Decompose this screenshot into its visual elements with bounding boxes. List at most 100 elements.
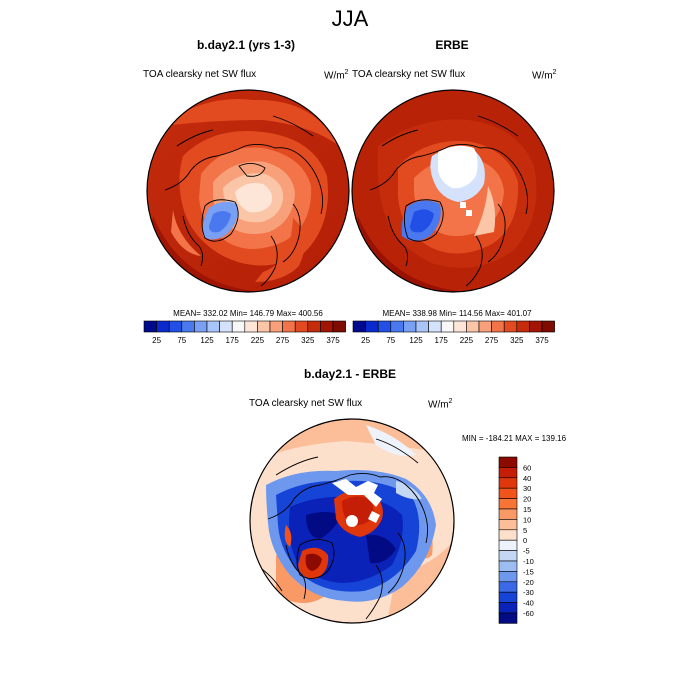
panel2-colorbar-box bbox=[453, 320, 467, 333]
panel2-colorbar-box bbox=[390, 320, 404, 333]
panel2-coastlines bbox=[369, 115, 529, 287]
panel3-colorbar-box bbox=[498, 467, 518, 479]
panel2-colorbar-box bbox=[428, 320, 442, 333]
panel2-colorbar-tick-label: 225 bbox=[460, 336, 474, 345]
panel3-colorbar-box bbox=[498, 550, 518, 562]
panel1-colorbar-box bbox=[219, 320, 233, 333]
panel1-polar-map bbox=[146, 89, 350, 293]
panel1-colorbar: 25 75 125 175 225 275 325 375 bbox=[143, 320, 346, 345]
panel1-colorbar-tick-label: 75 bbox=[177, 336, 186, 345]
panel2-colorbar-box bbox=[516, 320, 530, 333]
panel2-colorbar-box bbox=[478, 320, 492, 333]
panel1-colorbar-tick-label: 25 bbox=[152, 336, 161, 345]
page-title: JJA bbox=[331, 6, 369, 31]
panel2-colorbar-box bbox=[403, 320, 417, 333]
panel1-variable-label: TOA clearsky net SW flux bbox=[143, 69, 257, 80]
panel3-units: W/m2 bbox=[428, 398, 453, 411]
panel2-colorbar-box bbox=[415, 320, 429, 333]
panel2-variable-label: TOA clearsky net SW flux bbox=[352, 69, 466, 80]
panel1-colorbar-box bbox=[206, 320, 220, 333]
panel3-colorbar-tick-label: 5 bbox=[523, 526, 527, 535]
panel1-units: W/m2 bbox=[324, 69, 349, 82]
panel2-colorbar: 25 75 125 175 225 275 325 375 bbox=[352, 320, 555, 345]
panel2-stats: MEAN= 338.98 Min= 114.56 Max= 401.07 bbox=[382, 309, 532, 318]
panel3-title: b.day2.1 - ERBE bbox=[303, 367, 397, 381]
panel1-colorbar-box bbox=[307, 320, 321, 333]
panel3-colorbar-box bbox=[498, 529, 518, 541]
panel3-colorbar-box bbox=[498, 591, 518, 603]
panel3-colorbar-box bbox=[498, 581, 518, 593]
panel2-units: W/m2 bbox=[532, 69, 557, 82]
panel1-colorbar-box bbox=[282, 320, 296, 333]
panel2-colorbar-box bbox=[377, 320, 392, 333]
panel1-colorbar-box bbox=[257, 320, 271, 333]
panel2-field bbox=[352, 90, 554, 292]
panel3-colorbar-box bbox=[498, 487, 518, 499]
panel2-colorbar-tick-label: 175 bbox=[435, 336, 449, 345]
panel3-colorbar-tick-label: 15 bbox=[523, 505, 531, 514]
panel1-colorbar-box bbox=[244, 320, 258, 333]
panel1-colorbar-box bbox=[332, 320, 346, 333]
panel3-colorbar-box bbox=[498, 602, 518, 614]
panel3-colorbar-tick-label: -10 bbox=[523, 557, 534, 566]
panel2-colorbar-tick-label: 325 bbox=[510, 336, 524, 345]
panel2-colorbar-tick-label: 375 bbox=[535, 336, 549, 345]
panel3-colorbar-tick-label: 30 bbox=[523, 484, 531, 493]
panel1-coastlines bbox=[164, 115, 324, 287]
panel2-colorbar-tick-label: 25 bbox=[361, 336, 370, 345]
panel1-colorbar-tick-label: 275 bbox=[276, 336, 290, 345]
panel1-colorbar-tick-label: 125 bbox=[200, 336, 214, 345]
panel3-colorbar-tick-label: -15 bbox=[523, 567, 534, 576]
panel3-colorbar-tick-label: -60 bbox=[523, 609, 534, 618]
panel3-colorbar-tick-label: -5 bbox=[523, 547, 530, 556]
panel3-colorbar-box bbox=[498, 498, 518, 510]
panel3-field bbox=[250, 419, 454, 623]
panel3-colorbar-tick-label: -20 bbox=[523, 578, 534, 587]
panel2-colorbar-box bbox=[466, 320, 480, 333]
panel1-colorbar-box bbox=[156, 320, 170, 333]
panel3-colorbar-tick-label: 10 bbox=[523, 515, 531, 524]
panel2-colorbar-box bbox=[352, 320, 366, 333]
panel1-colorbar-box bbox=[143, 320, 157, 333]
panel1-colorbar-tick-label: 375 bbox=[326, 336, 340, 345]
panel3-colorbar-box bbox=[498, 456, 518, 468]
panel3-colorbar-box bbox=[498, 539, 518, 551]
panel3-stats: MIN = -184.21 MAX = 139.16 bbox=[462, 434, 567, 443]
panel2-colorbar-box bbox=[503, 320, 518, 333]
panel2-colorbar-box bbox=[440, 320, 455, 333]
panel2-colorbar-box bbox=[541, 320, 555, 333]
panel1-colorbar-box bbox=[194, 320, 208, 333]
panel1-colorbar-tick-label: 175 bbox=[226, 336, 240, 345]
panel1-colorbar-box bbox=[294, 320, 309, 333]
panel2-colorbar-tick-label: 275 bbox=[485, 336, 499, 345]
panel2-colorbar-tick-label: 125 bbox=[409, 336, 423, 345]
panel1-colorbar-box bbox=[269, 320, 283, 333]
panel1-colorbar-tick-label: 225 bbox=[251, 336, 265, 345]
panel3-colorbar-box bbox=[498, 519, 518, 531]
panel2-title: ERBE bbox=[435, 38, 469, 52]
panel3-colorbar-box bbox=[498, 571, 518, 583]
panel3-colorbar-tick-label: 0 bbox=[523, 536, 527, 545]
panel3-colorbar-tick-label: -30 bbox=[523, 588, 534, 597]
panel3-colorbar-tick-label: 60 bbox=[523, 463, 531, 472]
panel2-colorbar-box bbox=[491, 320, 505, 333]
panel1-stats: MEAN= 332.02 Min= 146.79 Max= 400.56 bbox=[173, 309, 323, 318]
panel1-colorbar-box bbox=[181, 320, 195, 333]
panel3-colorbar-box bbox=[498, 560, 518, 572]
panel3-colorbar-tick-label: 40 bbox=[523, 474, 531, 483]
panel1-title: b.day2.1 (yrs 1-3) bbox=[196, 38, 296, 52]
panel3-colorbar-box bbox=[498, 477, 518, 489]
panel3-colorbar-tick-label: -40 bbox=[523, 599, 534, 608]
panel3-colorbar-box bbox=[498, 508, 518, 520]
panel3-variable-label: TOA clearsky net SW flux bbox=[249, 398, 363, 409]
panel1-colorbar-tick-label: 325 bbox=[301, 336, 315, 345]
panel2-colorbar-box bbox=[529, 320, 543, 333]
panel1-colorbar-box bbox=[231, 320, 246, 333]
panel3-polar-map bbox=[249, 418, 455, 624]
panel3-colorbar-tick-label: 20 bbox=[523, 495, 531, 504]
panel2-colorbar-tick-label: 75 bbox=[386, 336, 395, 345]
panel3-colorbar-box bbox=[498, 612, 518, 624]
panel2-polar-map bbox=[351, 89, 555, 293]
panel1-colorbar-box bbox=[168, 320, 183, 333]
